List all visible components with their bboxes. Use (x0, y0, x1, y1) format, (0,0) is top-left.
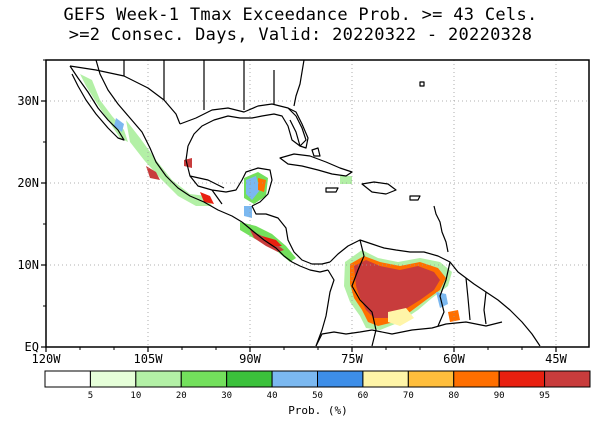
hispaniola (361, 181, 397, 195)
colorbar-tick-label: 20 (176, 391, 187, 401)
colorbar-swatch (135, 370, 182, 388)
colorbar: 5 10 20 30 40 50 60 70 80 90 95 (44, 370, 591, 401)
coastlines (69, 60, 541, 347)
prob-area-venezuela-yellow (388, 308, 414, 326)
colorbar-tick-label: 30 (221, 391, 232, 401)
prob-area-mexico-south-red (200, 192, 214, 204)
colorbar-tick-label: 90 (494, 391, 505, 401)
baja-california (69, 65, 125, 141)
lat-label: 10N (17, 258, 39, 272)
mexico-pacific-coast (95, 60, 243, 223)
colorbar-tick-label: 60 (357, 391, 368, 401)
colorbar-unit-label: Prob. (%) (288, 404, 348, 417)
mexico-interior-lines (189, 175, 225, 205)
prob-area-mexico-west-red (146, 166, 160, 180)
map-background (46, 60, 589, 347)
prob-area-baja-blue (114, 118, 124, 132)
us-gulf-coast (179, 103, 307, 147)
lon-label: 45W (545, 352, 567, 366)
lat-label: 30N (17, 94, 39, 108)
lon-label: 75W (341, 352, 363, 366)
us-atlantic-coast (293, 60, 305, 107)
colorbar-swatch (271, 370, 319, 388)
bahamas (311, 147, 321, 157)
prob-area-honduras-red (262, 236, 282, 246)
probability-shading (80, 74, 460, 330)
prob-area-yucatan-orange (258, 178, 266, 192)
puerto-rico (409, 195, 421, 201)
prob-area-venezuela-colombia-red (354, 260, 440, 318)
gridlines (46, 60, 589, 347)
jamaica (325, 187, 339, 193)
colorbar-tick-label: 10 (130, 391, 141, 401)
cuba (279, 153, 353, 177)
colorbar-swatch (44, 370, 91, 388)
us-mexico-border (69, 65, 181, 125)
brazil-border (371, 321, 503, 335)
colorbar-swatch (544, 370, 591, 388)
lat-label: EQ (25, 340, 39, 354)
colorbar-swatch (226, 370, 273, 388)
colorbar-tick-label: 95 (539, 391, 550, 401)
venezuela-guyana-border (437, 261, 451, 327)
colorbar-swatch (407, 370, 455, 388)
colorbar-tick-label: 40 (267, 391, 278, 401)
colorbar-swatch (362, 370, 409, 388)
lesser-antilles (433, 205, 449, 253)
prob-area-belize-blue (244, 206, 252, 218)
guyana-suriname-border (465, 277, 471, 321)
lon-label: 105W (134, 352, 164, 366)
prob-area-venezuela-east-blue (436, 292, 448, 308)
prob-area-yucatan-blue (246, 176, 260, 200)
colorbar-tick-label: 50 (312, 391, 323, 401)
colorbar-swatch (180, 370, 228, 388)
colorbar-tick-label: 80 (448, 391, 459, 401)
lat-label: 20N (17, 176, 39, 190)
central-america-pacific (241, 221, 329, 273)
prob-area-hispaniola (340, 176, 352, 184)
colorbar-tick-label: 5 (88, 391, 93, 401)
suriname-fguiana-border (483, 291, 487, 325)
colorbar-swatch (498, 370, 546, 388)
map-panel (46, 60, 589, 347)
map-title-line-1: GEFS Week-1 Tmax Exceedance Prob. >= 43 … (63, 5, 538, 25)
colorbar-swatch (317, 370, 364, 388)
central-america-caribbean (251, 205, 331, 265)
map-axes: 120W 105W 90W 75W 60W 45W 30N 20N 10N EQ (17, 59, 568, 366)
map-title-line-2: >=2 Consec. Days, Valid: 20220322 - 2022… (68, 25, 533, 45)
mexico-gulf-coast (185, 145, 273, 207)
florida (287, 107, 309, 149)
colorbar-swatch (89, 370, 137, 388)
colorbar-swatch (453, 370, 500, 388)
lon-label: 90W (239, 352, 261, 366)
colorbar-tick-label: 70 (403, 391, 414, 401)
colombia-pacific (315, 269, 335, 347)
ecuador-peru (315, 329, 373, 347)
lon-label: 120W (32, 352, 62, 366)
us-state-lines (123, 60, 275, 110)
lon-label: 60W (443, 352, 465, 366)
bermuda (419, 81, 425, 87)
south-america-north-coast (329, 239, 541, 347)
colombia-venezuela-border (351, 239, 377, 347)
